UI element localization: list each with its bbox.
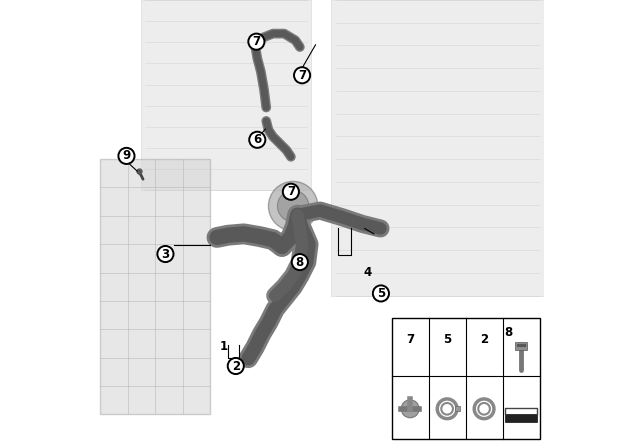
Text: 7: 7 — [287, 185, 295, 198]
Text: 8: 8 — [504, 326, 512, 339]
Bar — [141, 0, 311, 190]
Circle shape — [373, 285, 389, 302]
Bar — [332, 0, 544, 296]
Circle shape — [269, 181, 317, 231]
Text: 7: 7 — [252, 35, 260, 48]
Circle shape — [157, 246, 173, 262]
Circle shape — [248, 34, 264, 50]
Text: 1: 1 — [219, 340, 227, 353]
Circle shape — [228, 358, 244, 374]
Circle shape — [401, 400, 419, 418]
Text: 7: 7 — [406, 333, 414, 346]
Bar — [515, 342, 527, 350]
Text: 5: 5 — [377, 287, 385, 300]
Bar — [506, 414, 537, 422]
Bar — [455, 406, 460, 411]
Circle shape — [278, 190, 309, 222]
Bar — [100, 159, 210, 414]
Text: 2: 2 — [480, 333, 488, 346]
Circle shape — [283, 184, 299, 200]
Circle shape — [292, 254, 308, 270]
Text: 9: 9 — [122, 149, 131, 163]
Text: 2: 2 — [232, 359, 240, 373]
Bar — [392, 318, 540, 439]
Text: 6: 6 — [253, 133, 261, 146]
Text: 8: 8 — [296, 255, 304, 269]
Circle shape — [118, 148, 134, 164]
Text: 7: 7 — [298, 69, 306, 82]
Text: 5: 5 — [443, 333, 451, 346]
Text: 4: 4 — [363, 266, 371, 279]
Circle shape — [294, 67, 310, 83]
Circle shape — [249, 132, 266, 148]
Text: 3: 3 — [161, 247, 170, 261]
